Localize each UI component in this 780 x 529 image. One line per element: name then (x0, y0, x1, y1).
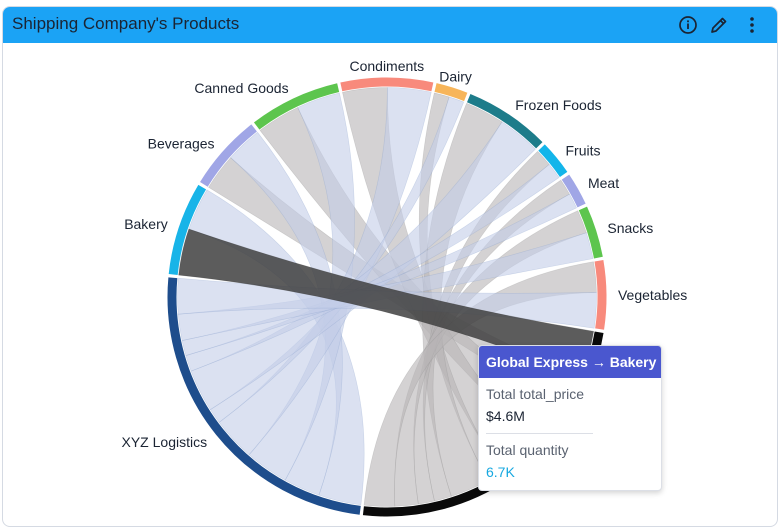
pencil-icon[interactable] (707, 13, 731, 37)
arc-condiments[interactable] (340, 77, 434, 92)
label-dairy: Dairy (439, 68, 472, 84)
tooltip-metric1-label: Total total_price (486, 386, 585, 402)
tooltip-title: Global Express → Bakery (479, 346, 661, 378)
label-canned-goods: Canned Goods (194, 80, 288, 96)
label-meat: Meat (588, 175, 619, 191)
arc-dairy[interactable] (434, 83, 468, 102)
label-xyz-logistics: XYZ Logistics (122, 434, 208, 450)
label-snacks: Snacks (607, 220, 653, 236)
arc-fruits[interactable] (538, 144, 568, 178)
label-beverages: Beverages (148, 135, 215, 151)
tooltip-divider (486, 433, 593, 434)
widget-header: Shipping Company's Products (3, 7, 777, 43)
arc-xyz-logistics[interactable] (167, 277, 361, 515)
arc-bakery[interactable] (168, 184, 207, 276)
label-frozen-foods: Frozen Foods (515, 97, 601, 113)
arc-canned-goods[interactable] (253, 83, 340, 130)
tooltip-metric1-value: $4.6M (486, 408, 525, 424)
tooltip-metric2-label: Total quantity (486, 442, 569, 458)
label-fruits: Fruits (566, 142, 601, 158)
kebab-menu-icon[interactable] (740, 13, 764, 37)
info-icon[interactable] (676, 13, 700, 37)
label-condiments: Condiments (349, 58, 424, 74)
arc-frozen-foods[interactable] (466, 93, 543, 149)
arc-snacks[interactable] (578, 206, 603, 259)
label-bakery: Bakery (124, 216, 168, 232)
tooltip-metric2-value: 6.7K (486, 464, 515, 480)
arc-meat[interactable] (561, 174, 586, 208)
arc-beverages[interactable] (200, 124, 257, 187)
chart-tooltip: Global Express → Bakery Total total_pric… (478, 345, 662, 491)
widget-title: Shipping Company's Products (12, 14, 240, 33)
arc-vegetables[interactable] (594, 260, 607, 330)
label-vegetables: Vegetables (618, 287, 687, 303)
